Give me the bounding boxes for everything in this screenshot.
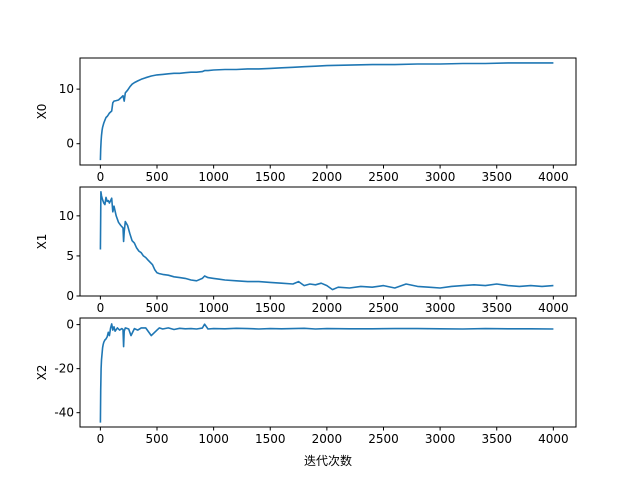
x-tick-label: 3000	[425, 432, 456, 446]
x-tick-label: 3000	[425, 170, 456, 184]
plot-frame	[79, 186, 577, 297]
x-axis-label: 迭代次数	[304, 453, 352, 468]
plot-frame	[79, 57, 577, 166]
x-tick-label: 0	[97, 170, 105, 184]
x-tick-label: 2500	[368, 301, 399, 315]
x-tick-label: 1500	[255, 432, 286, 446]
x-tick-label: 3000	[425, 301, 456, 315]
x-tick-label: 500	[146, 170, 169, 184]
y-axis-label: X0	[35, 104, 49, 120]
y-tick-label: 0	[66, 318, 74, 332]
x-tick-label: 3500	[481, 301, 512, 315]
x-tick-label: 2000	[312, 301, 343, 315]
x-tick-label: 1000	[198, 301, 229, 315]
y-axis-label: X2	[35, 365, 49, 381]
x-tick-label: 2000	[312, 170, 343, 184]
y-tick-label: -40	[54, 406, 74, 420]
y-tick-label: 10	[59, 82, 74, 96]
x-tick-label: 4000	[538, 432, 569, 446]
x-tick-label: 0	[97, 301, 105, 315]
x-tick-label: 1000	[198, 170, 229, 184]
x-tick-label: 3500	[481, 432, 512, 446]
x-tick-label: 500	[146, 432, 169, 446]
x-tick-label: 4000	[538, 170, 569, 184]
y-tick-label: -20	[54, 362, 74, 376]
series-line-x1	[99, 191, 554, 291]
x-tick-label: 0	[97, 432, 105, 446]
x-tick-label: 2500	[368, 170, 399, 184]
x-tick-label: 1000	[198, 432, 229, 446]
y-tick-label: 0	[66, 137, 74, 151]
x-tick-label: 2500	[368, 432, 399, 446]
x-tick-label: 3500	[481, 170, 512, 184]
series-line-x0	[99, 62, 554, 161]
subplot-x0: 0 500 1000 1500 2000 2500 3000 3500 4000 0 10 X0	[35, 57, 577, 184]
x-tick-label: 1500	[255, 170, 286, 184]
subplot-x2: 0 500 1000 1500 2000 2500 3000 3500 4000 -40 -20 0 X…	[35, 317, 577, 446]
y-axis-label: X1	[35, 234, 49, 250]
x-tick-label: 2000	[312, 432, 343, 446]
y-tick-label: 5	[66, 249, 74, 263]
subplot-x1: 0 500 1000 1500 2000 2500 3000 3500 4000 0 5 10 X1	[35, 186, 577, 315]
x-tick-label: 500	[146, 301, 169, 315]
y-tick-label: 10	[59, 209, 74, 223]
x-tick-label: 4000	[538, 301, 569, 315]
x-tick-label: 1500	[255, 301, 286, 315]
y-tick-label: 0	[66, 289, 74, 303]
series-line-x2	[99, 323, 554, 423]
plot-frame	[79, 317, 577, 428]
